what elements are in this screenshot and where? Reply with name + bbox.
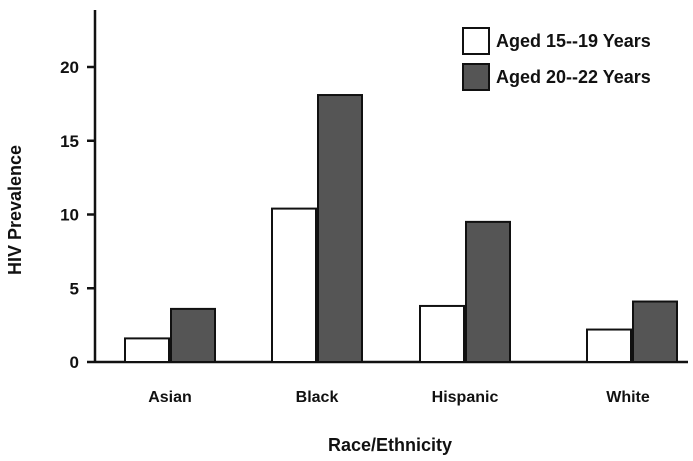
bar-asian-series-2 (170, 307, 216, 363)
x-tick-label-black: Black (296, 389, 339, 406)
bar-hispanic-series-1 (419, 304, 465, 364)
y-tick-label: 0 (70, 353, 79, 372)
legend-label-series-2: Aged 20--22 Years (496, 67, 651, 87)
legend-swatch-series-1 (462, 27, 490, 55)
x-axis-title: Race/Ethnicity (328, 435, 452, 455)
y-axis-title: HIV Prevalence (5, 145, 25, 275)
bar-white-series-1 (586, 328, 632, 363)
x-tick-label-asian: Asian (148, 389, 192, 406)
x-tick-labels: Asian Black Hispanic White (148, 389, 650, 406)
bar-asian-series-1 (124, 337, 170, 363)
y-tick-label: 5 (70, 279, 79, 298)
x-tick-label-hispanic: Hispanic (432, 389, 499, 406)
y-ticks: 0 5 10 15 20 (60, 58, 95, 372)
y-tick-label: 20 (60, 58, 79, 77)
legend-swatch-series-2 (462, 63, 490, 91)
y-tick-label: 15 (60, 132, 79, 151)
legend-label-series-1: Aged 15--19 Years (496, 31, 651, 51)
bars (124, 94, 678, 364)
bar-black-series-2 (317, 94, 363, 364)
y-tick-label: 10 (60, 206, 79, 225)
bar-black-series-1 (271, 207, 317, 363)
x-tick-label-white: White (606, 389, 650, 406)
legend: Aged 15--19 Years Aged 20--22 Years (462, 27, 651, 91)
bar-white-series-2 (632, 300, 678, 363)
bar-hispanic-series-2 (465, 220, 511, 363)
